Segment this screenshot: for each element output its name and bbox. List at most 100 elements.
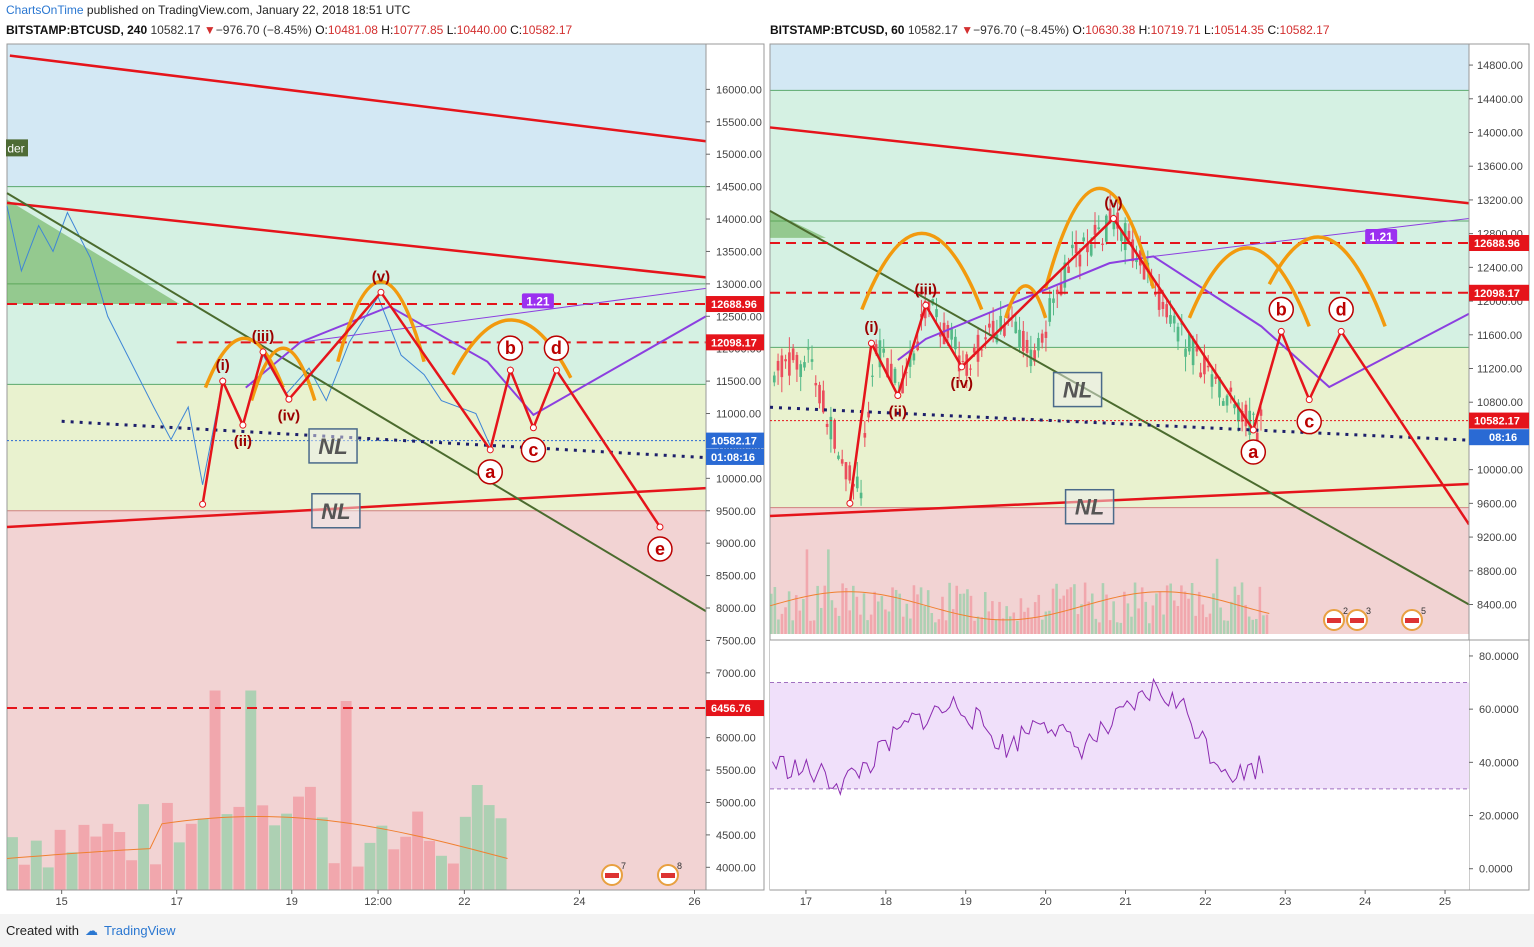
price-tag (706, 296, 764, 313)
volume-bar (1119, 622, 1123, 634)
trend-zone (7, 199, 180, 304)
candle-body (1240, 410, 1244, 422)
price-tag (706, 448, 764, 465)
candle-body (905, 372, 908, 374)
candle-body (1033, 350, 1036, 362)
candle-body (1237, 402, 1240, 422)
volume-bar (412, 811, 424, 890)
rsi-line (771, 677, 1264, 797)
volume-bar (852, 585, 855, 634)
tradingview-logo-icon[interactable]: ☁ (84, 923, 98, 938)
volume-bar (1180, 585, 1183, 634)
price-tag (1469, 429, 1529, 446)
candle-body (1021, 330, 1025, 352)
volume-bar (912, 585, 916, 634)
candle-body (1018, 329, 1021, 348)
volume-bar (1205, 617, 1208, 634)
volume-bar (1033, 602, 1037, 634)
candle-body (1255, 432, 1259, 441)
volume-bar (233, 806, 245, 890)
price-axis (705, 43, 765, 891)
projection-badge (521, 293, 554, 309)
candle-body (776, 360, 780, 371)
candle-body (1116, 212, 1119, 229)
candle-body (946, 325, 950, 338)
volume-bar (1240, 582, 1244, 634)
volume-bar (855, 596, 859, 634)
tradingview-link[interactable]: TradingView (103, 923, 176, 938)
wave-letter-circle (477, 459, 504, 485)
time-tick-label: 22 (1199, 896, 1211, 908)
wave-node (259, 348, 267, 356)
price-tag-label: 12098.17 (1474, 288, 1520, 300)
volume-bar (221, 814, 233, 890)
candle-body (889, 363, 893, 383)
candle-body (1108, 208, 1112, 222)
volume-bar (905, 603, 909, 634)
price-tag-label: 10582.17 (711, 436, 757, 448)
candle-body (1218, 377, 1221, 398)
volume-bar (1105, 594, 1108, 634)
price-tag-label: 12098.17 (711, 337, 757, 349)
candle-body (1040, 333, 1044, 343)
wave-node (486, 446, 494, 454)
channel-mid-line (769, 126, 1470, 205)
wave-node (894, 391, 902, 399)
volume-bar (969, 595, 973, 634)
close: 10582.17 (1279, 23, 1330, 37)
last-price: 10582.17 (907, 23, 958, 37)
candle-body (1055, 289, 1059, 295)
wave-label: (iv) (278, 407, 301, 424)
change: −976.70 (−8.45%) (973, 23, 1070, 37)
volume-bar (1237, 594, 1240, 634)
candle-body (1025, 339, 1029, 353)
volume-bar (784, 607, 787, 634)
publisher-name[interactable]: ChartsOnTime (6, 3, 84, 17)
candle-body (1131, 239, 1135, 262)
candle-body (999, 315, 1002, 332)
candle-body (1101, 243, 1104, 245)
volume-bar (1190, 582, 1194, 634)
volume-bar (7, 837, 18, 890)
wave-node (199, 500, 207, 508)
wave-label: (i) (864, 319, 878, 336)
low: 10514.35 (1214, 23, 1265, 37)
volume-bar (1083, 582, 1087, 634)
candle-body (784, 359, 787, 362)
volume-bar (388, 849, 400, 890)
price-tag-label: 01:08:16 (711, 452, 755, 464)
candle-body (1059, 283, 1063, 296)
candle-body (1259, 409, 1263, 416)
wave-label: (i) (216, 357, 230, 374)
volume-bar (1037, 594, 1041, 634)
volume-bar (1183, 591, 1187, 634)
volume-bar (994, 620, 998, 634)
volume-bar (1258, 586, 1262, 634)
volume-bar (809, 620, 812, 634)
candle-body (1037, 338, 1040, 351)
volume-bar (293, 796, 304, 890)
axis-tick-label: 13000.00 (716, 279, 762, 291)
candle-body (788, 352, 791, 376)
high: 10777.85 (393, 23, 444, 37)
volume-bar (773, 587, 777, 634)
zone-band (7, 44, 706, 187)
candle-body (1191, 338, 1195, 366)
wave-label: d (551, 338, 562, 358)
symbol[interactable]: BITSTAMP:BTCUSD (770, 23, 885, 37)
projection-line (300, 287, 707, 343)
axis-tick-label: 4000.00 (716, 862, 756, 874)
volume-bar (798, 610, 802, 634)
volume-bar (973, 620, 976, 634)
wave-node (506, 366, 514, 374)
volume-bar (1158, 591, 1162, 634)
support-line (769, 482, 1470, 518)
symbol[interactable]: BITSTAMP:BTCUSD (6, 23, 121, 37)
wave-letter-circle (520, 437, 547, 463)
volume-bar (1176, 605, 1180, 634)
volume-bar (1087, 601, 1090, 634)
candle-body (859, 492, 863, 499)
wave-node (1110, 214, 1118, 222)
candle-body (1154, 292, 1157, 295)
